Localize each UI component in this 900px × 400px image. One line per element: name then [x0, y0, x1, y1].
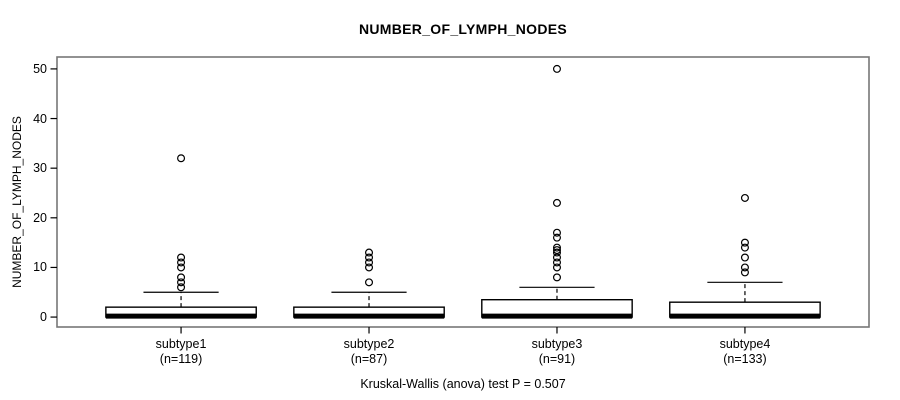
y-tick-label-20: 20 [33, 210, 47, 225]
y-tick-label-40: 40 [33, 111, 47, 126]
group-count: (n=87) [350, 351, 388, 366]
y-tick-label-50: 50 [33, 61, 47, 76]
y-tick-label-10: 10 [33, 260, 47, 275]
y-tick-label-30: 30 [33, 161, 47, 176]
group-count: (n=91) [538, 351, 576, 366]
group-name: subtype4 [719, 337, 771, 351]
x-label-subtype2: subtype2 (n=87) [299, 337, 439, 366]
stat-test-annotation: Kruskal-Wallis (anova) test P = 0.507 [360, 377, 566, 391]
group-name: subtype1 [155, 337, 207, 351]
group-name: subtype3 [531, 337, 583, 351]
group-count: (n=119) [159, 351, 203, 366]
group-count: (n=133) [723, 351, 767, 366]
group-name: subtype2 [343, 337, 395, 351]
x-label-subtype3: subtype3 (n=91) [487, 337, 627, 366]
x-label-subtype4: subtype4 (n=133) [675, 337, 815, 366]
chart-title: NUMBER_OF_LYMPH_NODES [358, 21, 568, 37]
y-tick-label-0: 0 [40, 310, 47, 325]
x-label-subtype1: subtype1 (n=119) [111, 337, 251, 366]
